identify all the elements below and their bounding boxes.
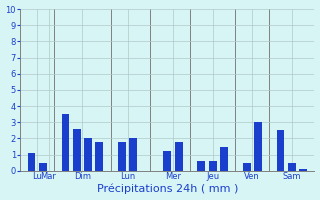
Bar [288, 163, 296, 171]
Bar [164, 151, 171, 171]
Bar [118, 142, 126, 171]
Bar [243, 163, 251, 171]
Bar [197, 161, 205, 171]
Bar [254, 122, 262, 171]
Bar [84, 138, 92, 171]
Bar [95, 142, 103, 171]
Bar [39, 163, 47, 171]
Bar [61, 114, 69, 171]
Bar [220, 147, 228, 171]
Bar [129, 138, 137, 171]
Bar [299, 169, 307, 171]
Bar [209, 161, 217, 171]
Bar [276, 130, 284, 171]
Bar [73, 129, 81, 171]
Bar [28, 153, 36, 171]
Bar [175, 142, 183, 171]
X-axis label: Précipitations 24h ( mm ): Précipitations 24h ( mm ) [97, 184, 238, 194]
